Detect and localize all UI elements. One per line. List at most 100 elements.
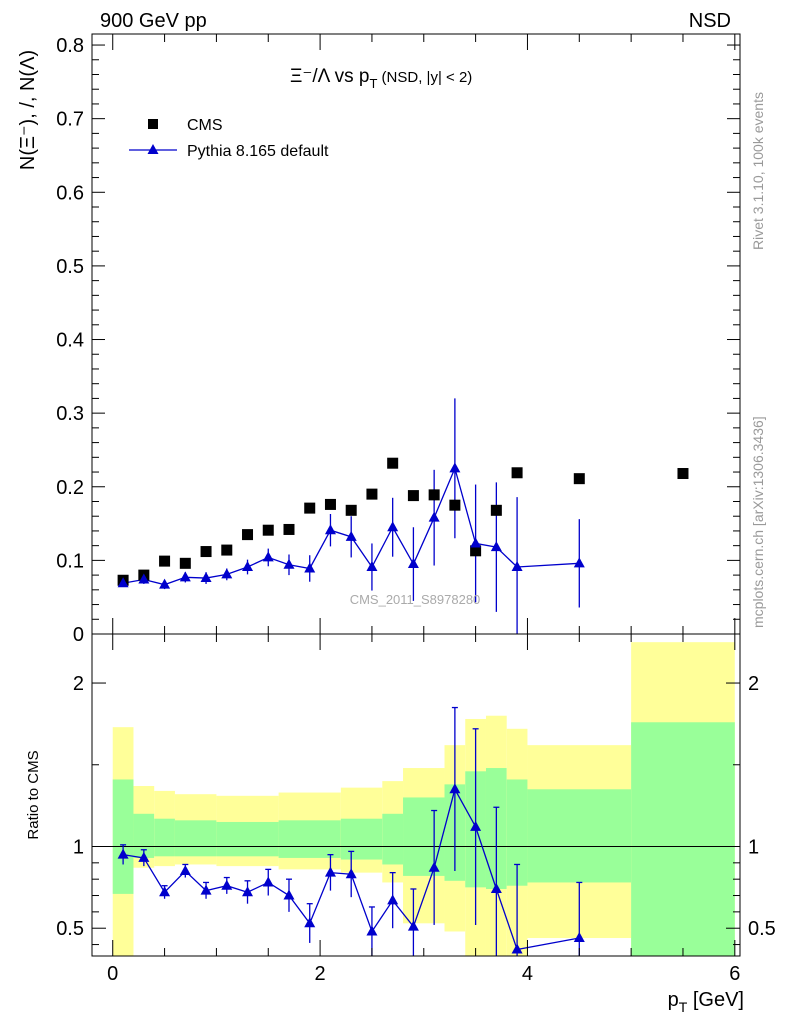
ratio-y-label: Ratio to CMS	[25, 750, 42, 839]
pythia-point	[200, 572, 212, 583]
main-y-tick-label: 0.2	[56, 477, 84, 499]
ratio-point	[449, 783, 461, 794]
cms-point	[677, 468, 689, 480]
x-label-main: p	[668, 989, 679, 1011]
main-y-tick-label: 0.3	[56, 403, 84, 425]
cms-point	[449, 499, 461, 511]
ratio-point	[138, 851, 150, 862]
pythia-point	[324, 524, 336, 535]
uncertainty-bands	[112, 642, 735, 956]
cms-point	[283, 523, 295, 535]
legend-cms-label: CMS	[187, 117, 223, 134]
cms-point	[221, 544, 233, 556]
pythia-point	[159, 578, 171, 589]
pythia-point	[470, 537, 482, 548]
main-y-tick-label: 0	[73, 624, 84, 646]
cms-point	[428, 489, 440, 501]
x-tick-label: 4	[522, 963, 533, 985]
x-axis-label: pT [GeV]	[668, 989, 744, 1015]
x-label-tail: [GeV]	[687, 989, 744, 1011]
cms-point	[179, 557, 191, 569]
legend-cms-marker	[148, 119, 158, 129]
rivet-label: Rivet 3.1.10, 100k events	[750, 92, 766, 250]
pythia-point	[283, 558, 295, 569]
band-green	[112, 779, 134, 894]
band-green	[631, 722, 735, 956]
pythia-point	[117, 577, 129, 588]
band-green	[527, 789, 632, 883]
ratio-point	[407, 920, 419, 931]
ratio-y-tick-label-right: 0.5	[748, 918, 776, 940]
cms-point	[407, 490, 419, 502]
ratio-point	[470, 820, 482, 831]
main-y-label: N(Ξ⁻), /, N(Λ)	[17, 50, 39, 170]
pythia-point	[179, 571, 191, 582]
cms-point	[490, 504, 502, 516]
cms-point	[262, 524, 274, 536]
ratio-point	[304, 917, 316, 928]
pythia-point	[242, 561, 254, 572]
pythia-point	[345, 530, 357, 541]
main-y-tick-label: 0.6	[56, 182, 84, 204]
pythia-markers	[117, 462, 585, 589]
ratio-point	[573, 932, 585, 943]
pythia-point	[262, 551, 274, 562]
x-tick-label: 2	[315, 963, 326, 985]
pythia-point	[304, 562, 316, 573]
x-label-sub: T	[679, 999, 688, 1015]
main-plot: 0 0.1 0.2 0.3 0.4 0.5 0.6 0.7 0.8 Ξ⁻/Λ vs pT (NS…	[17, 33, 741, 646]
ratio-y-tick-label-left: 1	[73, 836, 84, 858]
ratio-x-axis: 0 2 4 6	[107, 634, 740, 985]
cms-point	[366, 488, 378, 500]
legend-pythia-marker	[147, 144, 159, 154]
pythia-point	[573, 557, 585, 568]
band-green	[278, 820, 341, 858]
ratio-markers	[117, 783, 585, 954]
band-green	[403, 797, 445, 876]
ratio-point	[179, 865, 191, 876]
header-left: 900 GeV pp	[100, 10, 207, 32]
ratio-point	[200, 884, 212, 895]
ratio-point	[117, 848, 129, 859]
ratio-point	[159, 886, 171, 897]
legend-pythia-label: Pythia 8.165 default	[187, 143, 329, 160]
header-right: NSD	[689, 10, 731, 32]
ratio-point	[366, 925, 378, 936]
band-green	[382, 813, 404, 865]
pythia-point	[221, 568, 233, 579]
band-green	[174, 820, 217, 857]
cms-point	[345, 504, 357, 516]
ratio-y-tick-label-right: 2	[748, 673, 759, 695]
main-y-tick-label: 0.8	[56, 35, 84, 57]
x-tick-label: 6	[729, 963, 740, 985]
ratio-y-tick-label-left: 2	[73, 673, 84, 695]
cms-point	[324, 498, 336, 510]
pythia-point	[407, 558, 419, 569]
band-green	[340, 818, 383, 860]
mcplots-label: mcplots.cern.ch [arXiv:1306.3436]	[750, 416, 766, 628]
title-sub: T	[369, 76, 377, 91]
ratio-point	[221, 879, 233, 890]
ratio-point	[490, 882, 502, 893]
cms-point	[470, 545, 482, 557]
cms-point	[200, 546, 212, 558]
pythia-point	[387, 521, 399, 532]
ratio-point	[511, 943, 523, 954]
main-x-ticks	[112, 34, 736, 634]
main-y-tick-label: 0.1	[56, 550, 84, 572]
pythia-point	[428, 511, 440, 522]
ratio-point	[387, 894, 399, 905]
ratio-point	[428, 861, 440, 872]
cms-point	[304, 502, 316, 514]
ratio-point	[324, 866, 336, 877]
band-green	[154, 818, 175, 857]
analysis-watermark: CMS_2011_S8978280	[350, 592, 481, 607]
ratio-y-tick-label-left: 0.5	[56, 918, 84, 940]
band-green	[506, 779, 528, 886]
x-tick-label: 0	[107, 963, 118, 985]
ratio-point	[242, 886, 254, 897]
pythia-point	[490, 541, 502, 552]
band-green	[216, 821, 279, 857]
main-y-axis: 0 0.1 0.2 0.3 0.4 0.5 0.6 0.7 0.8	[56, 35, 740, 646]
cms-point	[573, 473, 585, 485]
